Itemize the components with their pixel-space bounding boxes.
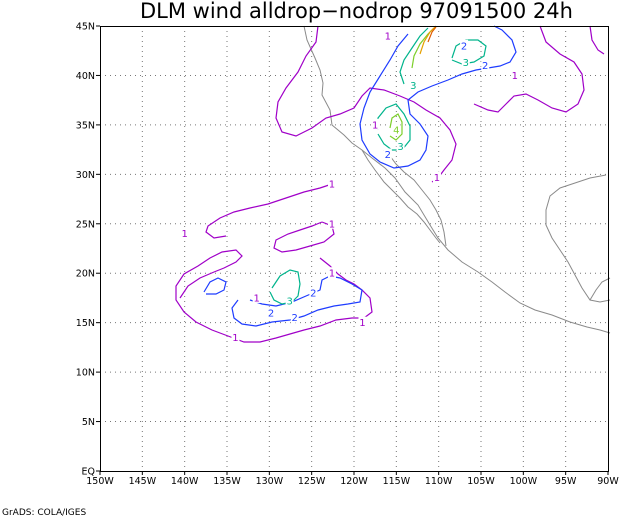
x-tick-label: 100W bbox=[510, 476, 538, 487]
contour-label: 1 bbox=[329, 180, 335, 191]
contour-label: 1 bbox=[385, 31, 391, 42]
contour-label: 2 bbox=[461, 41, 467, 52]
x-tick-label: 125W bbox=[298, 476, 326, 487]
y-tick-label: 30N bbox=[76, 170, 95, 181]
contour-label-bg bbox=[481, 59, 490, 71]
contour-label-bg bbox=[180, 227, 189, 239]
x-tick-label: 105W bbox=[467, 476, 495, 487]
contour-level-1-south bbox=[273, 221, 335, 253]
contour-label: 1 bbox=[329, 269, 335, 280]
contour-label: 1 bbox=[434, 173, 440, 184]
contour-label-bg bbox=[510, 69, 519, 81]
y-tick-label: 5N bbox=[82, 417, 95, 428]
contour-level-1-east bbox=[473, 25, 585, 113]
x-tick-label: 145W bbox=[129, 476, 157, 487]
contour-level-1-top-right bbox=[589, 25, 605, 55]
coastlines bbox=[303, 25, 611, 334]
contour-label-bg bbox=[327, 267, 336, 279]
contour-level-1-big bbox=[175, 249, 373, 343]
y-tick-label: 40N bbox=[76, 71, 95, 82]
contours bbox=[175, 25, 605, 343]
contour-label-bg bbox=[327, 217, 336, 229]
contour-level-5 bbox=[419, 25, 437, 55]
x-tick-label: 110W bbox=[425, 476, 453, 487]
contour-label: 3 bbox=[410, 81, 416, 92]
contour-level-6 bbox=[427, 26, 437, 43]
contour-label: 4 bbox=[393, 125, 399, 136]
x-tick-label: 135W bbox=[213, 476, 241, 487]
contour-label: 1 bbox=[359, 318, 365, 329]
contour-label-bg bbox=[460, 39, 469, 51]
contour-label: 2 bbox=[268, 308, 274, 319]
contour-label-bg bbox=[231, 331, 240, 343]
x-tick-label: 90W bbox=[597, 476, 619, 487]
x-tick-label: 140W bbox=[171, 476, 199, 487]
contour-label: 1 bbox=[253, 293, 259, 304]
contour-label: 2 bbox=[292, 313, 298, 324]
contour-label-bg bbox=[392, 123, 401, 135]
contour-label-bg bbox=[383, 148, 392, 160]
contour-level-1-mid bbox=[205, 183, 333, 239]
contour-label-bg bbox=[371, 118, 380, 130]
contour-label-bg bbox=[252, 291, 261, 303]
credit-text: GrADS: COLA/IGES bbox=[2, 508, 86, 518]
y-tick-label: 25N bbox=[76, 219, 95, 230]
contour-label-bg bbox=[461, 56, 470, 68]
contour-label-bg bbox=[267, 306, 276, 318]
contour-label: 2 bbox=[482, 61, 488, 72]
contour-label: 3 bbox=[286, 296, 292, 307]
yucatan-peninsula bbox=[589, 277, 611, 301]
contour-label-bg bbox=[396, 140, 405, 152]
x-tick-label: 115W bbox=[383, 476, 411, 487]
contour-label: 1 bbox=[181, 229, 187, 240]
y-tick-label: EQ bbox=[82, 467, 95, 478]
contour-label: 2 bbox=[385, 150, 391, 161]
contour-label-bg bbox=[290, 311, 299, 323]
contour-label-bg bbox=[409, 79, 418, 91]
contour-label-bg bbox=[358, 316, 367, 328]
gulf-coast-mexico bbox=[545, 174, 611, 303]
contour-label: 2 bbox=[310, 289, 316, 300]
contour-level-2-south bbox=[231, 275, 363, 327]
contour-level-2-tip bbox=[203, 277, 227, 295]
contour-label-bg bbox=[309, 287, 318, 298]
contour-level-2-north bbox=[359, 25, 517, 169]
y-tick-label: 10N bbox=[76, 368, 95, 379]
contour-label-bg bbox=[327, 178, 336, 190]
x-tick-label: 130W bbox=[256, 476, 284, 487]
y-tick-label: 15N bbox=[76, 318, 95, 329]
contour-label: 3 bbox=[397, 142, 403, 153]
contour-label: 3 bbox=[463, 58, 469, 69]
contour-label: 1 bbox=[372, 120, 378, 131]
contour-label-bg bbox=[285, 294, 294, 306]
baja-california bbox=[361, 149, 441, 244]
map-title: DLM wind alldrop−nodrop 97091500 24h bbox=[140, 0, 573, 23]
contour-level-3-south bbox=[269, 269, 301, 305]
contour-label: 1 bbox=[512, 71, 518, 82]
contour-label-bg bbox=[432, 171, 441, 183]
map-frame bbox=[100, 26, 609, 472]
contour-level-1 bbox=[275, 25, 457, 183]
contour-label: 1 bbox=[329, 219, 335, 230]
contour-label-bg bbox=[383, 29, 392, 41]
lat-lon-grid bbox=[100, 26, 608, 471]
contour-label: 1 bbox=[232, 333, 238, 344]
north-america-west-coast bbox=[303, 25, 611, 334]
gulf-of-california-east-coast bbox=[383, 149, 447, 247]
x-tick-label: 150W bbox=[86, 476, 114, 487]
x-tick-label: 120W bbox=[340, 476, 368, 487]
x-tick-label: 95W bbox=[555, 476, 577, 487]
y-tick-label: 35N bbox=[76, 120, 95, 131]
y-tick-label: 20N bbox=[76, 269, 95, 280]
axes: 150W 145W 140W 135W 130W 125W 120W 115W 110W 105W… bbox=[76, 22, 619, 488]
y-tick-label: 45N bbox=[76, 22, 95, 33]
